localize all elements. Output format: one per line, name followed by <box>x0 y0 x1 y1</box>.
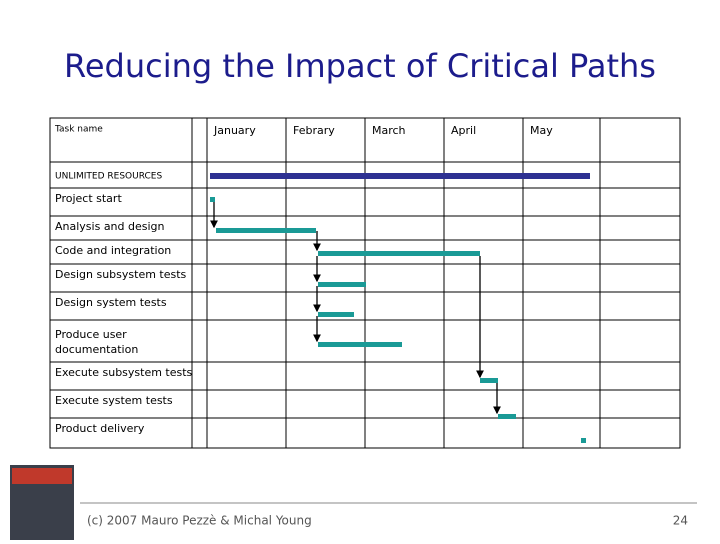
gantt-grid <box>49 117 681 449</box>
task-label: Project start <box>55 192 122 205</box>
task-bar <box>498 414 516 419</box>
month-header: Febrary <box>293 124 335 137</box>
task-label: Execute system tests <box>55 394 173 407</box>
month-header: May <box>530 124 553 137</box>
task-bar <box>480 378 498 383</box>
milestone <box>210 197 215 202</box>
task-label: Execute subsystem tests <box>55 366 193 379</box>
summary-bar <box>210 173 590 179</box>
task-bar <box>318 251 480 256</box>
page-number: 24 <box>673 514 688 528</box>
month-header: April <box>451 124 476 137</box>
task-bar <box>318 312 354 317</box>
task-label: Produce user documentation <box>55 328 138 356</box>
book-cover-band <box>12 468 72 484</box>
task-label: Design subsystem tests <box>55 268 187 281</box>
gantt-bars <box>210 173 590 443</box>
task-label: Design system tests <box>55 296 167 309</box>
task-label: Product delivery <box>55 422 145 435</box>
column-header: Task name <box>54 125 103 135</box>
task-label: Analysis and design <box>55 220 165 233</box>
task-bar <box>216 228 316 233</box>
task-bar <box>318 342 402 347</box>
footer-copyright: (c) 2007 Mauro Pezzè & Michal Young <box>87 514 312 528</box>
milestone <box>581 438 586 443</box>
task-bar <box>318 282 366 287</box>
slide-title: Reducing the Impact of Critical Paths <box>64 47 656 85</box>
task-label-line: Produce user <box>55 328 127 341</box>
task-label: Code and integration <box>55 244 171 257</box>
task-label-line: documentation <box>55 343 138 356</box>
month-header: March <box>372 124 406 137</box>
month-header: January <box>213 124 256 137</box>
section-label: UNLIMITED RESOURCES <box>55 172 162 182</box>
